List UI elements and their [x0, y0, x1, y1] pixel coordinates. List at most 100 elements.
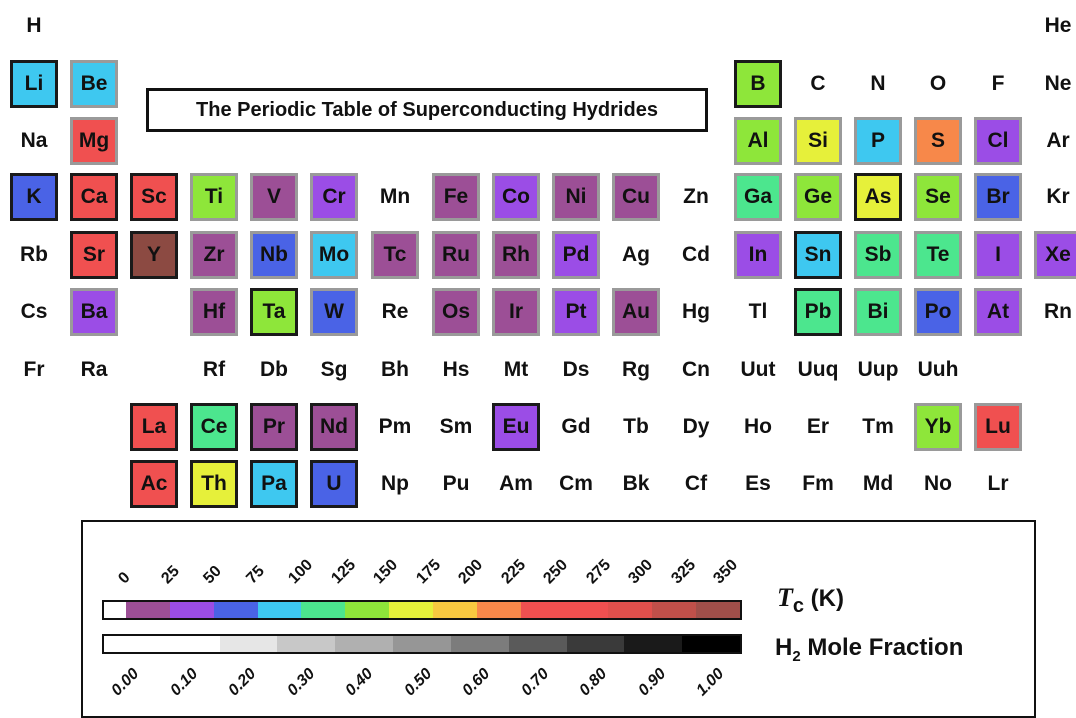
element-po: Po	[914, 288, 962, 336]
tc-tick-label: 250	[540, 556, 572, 588]
tc-scale-segment	[476, 602, 521, 618]
element-fe: Fe	[432, 173, 480, 221]
element-ni: Ni	[552, 173, 600, 221]
element-gd: Gd	[561, 415, 591, 438]
element-cf: Cf	[684, 472, 708, 495]
element-ag: Ag	[622, 243, 650, 266]
tc-tick-label: 325	[667, 556, 699, 588]
element-uup: Uup	[857, 358, 899, 381]
element-al: Al	[734, 117, 782, 165]
tc-scale-segment	[125, 602, 170, 618]
h2-grey-scale	[102, 634, 742, 654]
element-ru: Ru	[432, 231, 480, 279]
element-kr: Kr	[1046, 185, 1070, 208]
h2-tick-label: 0.80	[576, 665, 611, 700]
h2-tick-label: 0.60	[459, 665, 494, 700]
element-ir: Ir	[492, 288, 540, 336]
h2-tick-label: 0.30	[283, 665, 318, 700]
tc-tick-label: 150	[370, 556, 402, 588]
element-s: S	[914, 117, 962, 165]
element-eu: Eu	[492, 403, 540, 451]
tc-label: Tc (K)	[777, 583, 844, 617]
element-w: W	[310, 288, 358, 336]
element-tb: Tb	[623, 415, 649, 438]
h2-scale-segment	[277, 636, 336, 652]
element-es: Es	[745, 472, 771, 495]
element-au: Au	[612, 288, 660, 336]
h2-tick-label: 1.00	[693, 665, 728, 700]
element-in: In	[734, 231, 782, 279]
element-te: Te	[914, 231, 962, 279]
h2-tick-label: 0.50	[400, 665, 435, 700]
element-ta: Ta	[250, 288, 298, 336]
element-li: Li	[10, 60, 58, 108]
element-sg: Sg	[320, 358, 348, 381]
element-hf: Hf	[190, 288, 238, 336]
element-as: As	[854, 173, 902, 221]
element-f: F	[991, 72, 1005, 95]
element-fm: Fm	[802, 472, 834, 495]
element-ge: Ge	[794, 173, 842, 221]
tc-tick-label: 100	[285, 556, 317, 588]
element-cd: Cd	[682, 243, 710, 266]
element-y: Y	[130, 231, 178, 279]
element-hg: Hg	[682, 300, 710, 323]
element-la: La	[130, 403, 178, 451]
h2-scale-segment	[161, 636, 220, 652]
tc-color-scale	[102, 600, 742, 620]
element-re: Re	[381, 300, 409, 323]
tc-scale-segment	[104, 602, 126, 618]
h2-scale-segment	[219, 636, 278, 652]
element-ca: Ca	[70, 173, 118, 221]
element-dy: Dy	[682, 415, 710, 438]
element-ra: Ra	[80, 358, 108, 381]
element-b: B	[734, 60, 782, 108]
element-cm: Cm	[559, 472, 593, 495]
element-sc: Sc	[130, 173, 178, 221]
element-cr: Cr	[310, 173, 358, 221]
tc-scale-segment	[169, 602, 214, 618]
tc-scale-segment	[213, 602, 258, 618]
element-ar: Ar	[1046, 129, 1070, 152]
h2-scale-segment	[393, 636, 451, 652]
element-pu: Pu	[442, 472, 470, 495]
element-v: V	[250, 173, 298, 221]
element-db: Db	[260, 358, 288, 381]
element-nb: Nb	[250, 231, 298, 279]
element-at: At	[974, 288, 1022, 336]
h2-scale-segment	[104, 636, 162, 652]
element-k: K	[10, 173, 58, 221]
element-uuh: Uuh	[917, 358, 959, 381]
element-sn: Sn	[794, 231, 842, 279]
tc-scale-segment	[257, 602, 302, 618]
element-mn: Mn	[379, 185, 411, 208]
h2-scale-segment	[682, 636, 740, 652]
element-na: Na	[20, 129, 48, 152]
tc-scale-segment	[652, 602, 697, 618]
element-si: Si	[794, 117, 842, 165]
h2-scale-segment	[335, 636, 394, 652]
tc-scale-segment	[432, 602, 477, 618]
element-se: Se	[914, 173, 962, 221]
tc-tick-label: 50	[200, 562, 225, 588]
h2-tick-label: 0.40	[342, 665, 377, 700]
element-cl: Cl	[974, 117, 1022, 165]
h2-tick-label: 0.90	[634, 665, 669, 700]
element-pr: Pr	[250, 403, 298, 451]
element-er: Er	[806, 415, 830, 438]
element-bi: Bi	[854, 288, 902, 336]
element-tm: Tm	[862, 415, 894, 438]
element-bk: Bk	[622, 472, 650, 495]
tc-tick-label: 200	[455, 556, 487, 588]
h2-mole-fraction-label: H2 Mole Fraction	[775, 634, 964, 665]
element-os: Os	[432, 288, 480, 336]
element-bh: Bh	[381, 358, 409, 381]
element-mg: Mg	[70, 117, 118, 165]
element-rb: Rb	[20, 243, 48, 266]
element-h: H	[26, 14, 42, 37]
element-ti: Ti	[190, 173, 238, 221]
element-rf: Rf	[202, 358, 226, 381]
tc-tick-label: 175	[412, 556, 444, 588]
element-n: N	[870, 72, 886, 95]
tc-scale-segment	[564, 602, 609, 618]
